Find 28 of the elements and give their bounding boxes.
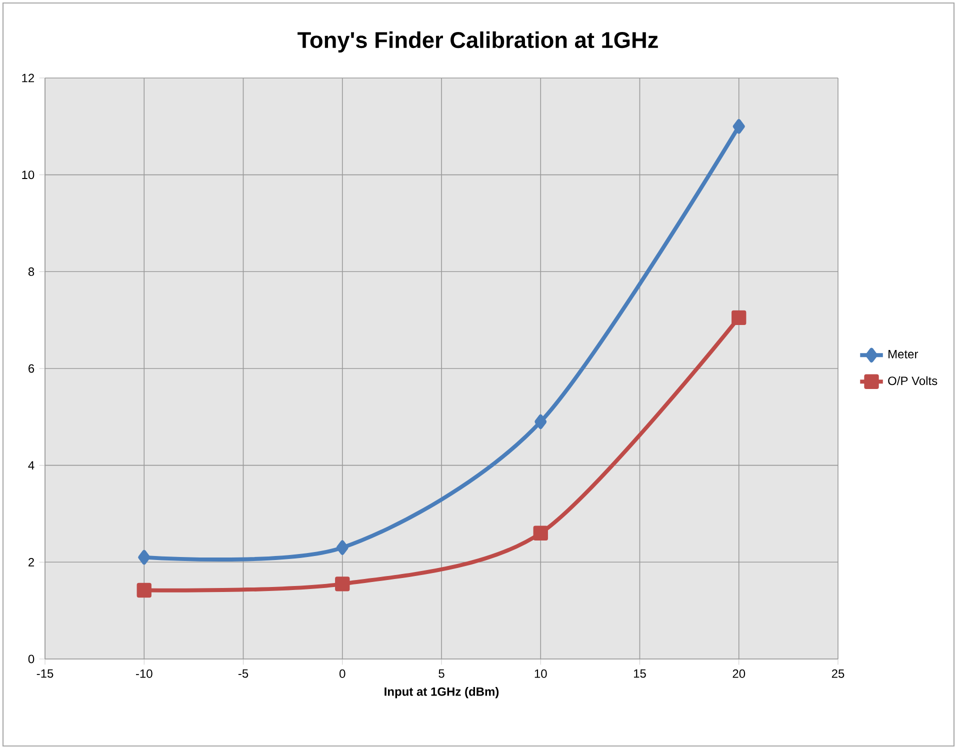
- y-tick-label: 6: [28, 364, 34, 373]
- x-tick-label: -5: [238, 669, 248, 678]
- x-tick-label: 15: [634, 669, 646, 678]
- x-tick-label: 20: [732, 669, 746, 678]
- y-tick-label: 12: [22, 74, 34, 82]
- point: [732, 119, 745, 134]
- x-tick-label: 5: [438, 669, 444, 678]
- legend-label: O/P Volts: [888, 376, 938, 386]
- x-tick-label: 25: [832, 669, 844, 678]
- legend-label: Meter: [888, 350, 918, 358]
- point: [336, 540, 348, 555]
- x-tick-label: 10: [534, 669, 547, 678]
- y-tick-label: 4: [28, 461, 34, 470]
- y-tick-label: 0: [28, 654, 34, 664]
- x-tick-label: -10: [136, 669, 152, 678]
- point: [335, 576, 350, 592]
- chart-title: Tony's Finder Calibration at 1GHz: [298, 31, 658, 53]
- y-tick-label: 10: [22, 170, 34, 180]
- y-tick-label: 8: [28, 267, 34, 276]
- point: [138, 550, 150, 565]
- x-tick-label: -15: [36, 669, 54, 678]
- x-tick-label: 0: [340, 669, 346, 678]
- point: [534, 414, 547, 430]
- x-axis-title: Input at 1GHz (dBm): [384, 687, 499, 698]
- point: [732, 310, 746, 325]
- y-tick-label: 2: [28, 558, 34, 566]
- point: [533, 526, 548, 540]
- point: [136, 582, 152, 598]
